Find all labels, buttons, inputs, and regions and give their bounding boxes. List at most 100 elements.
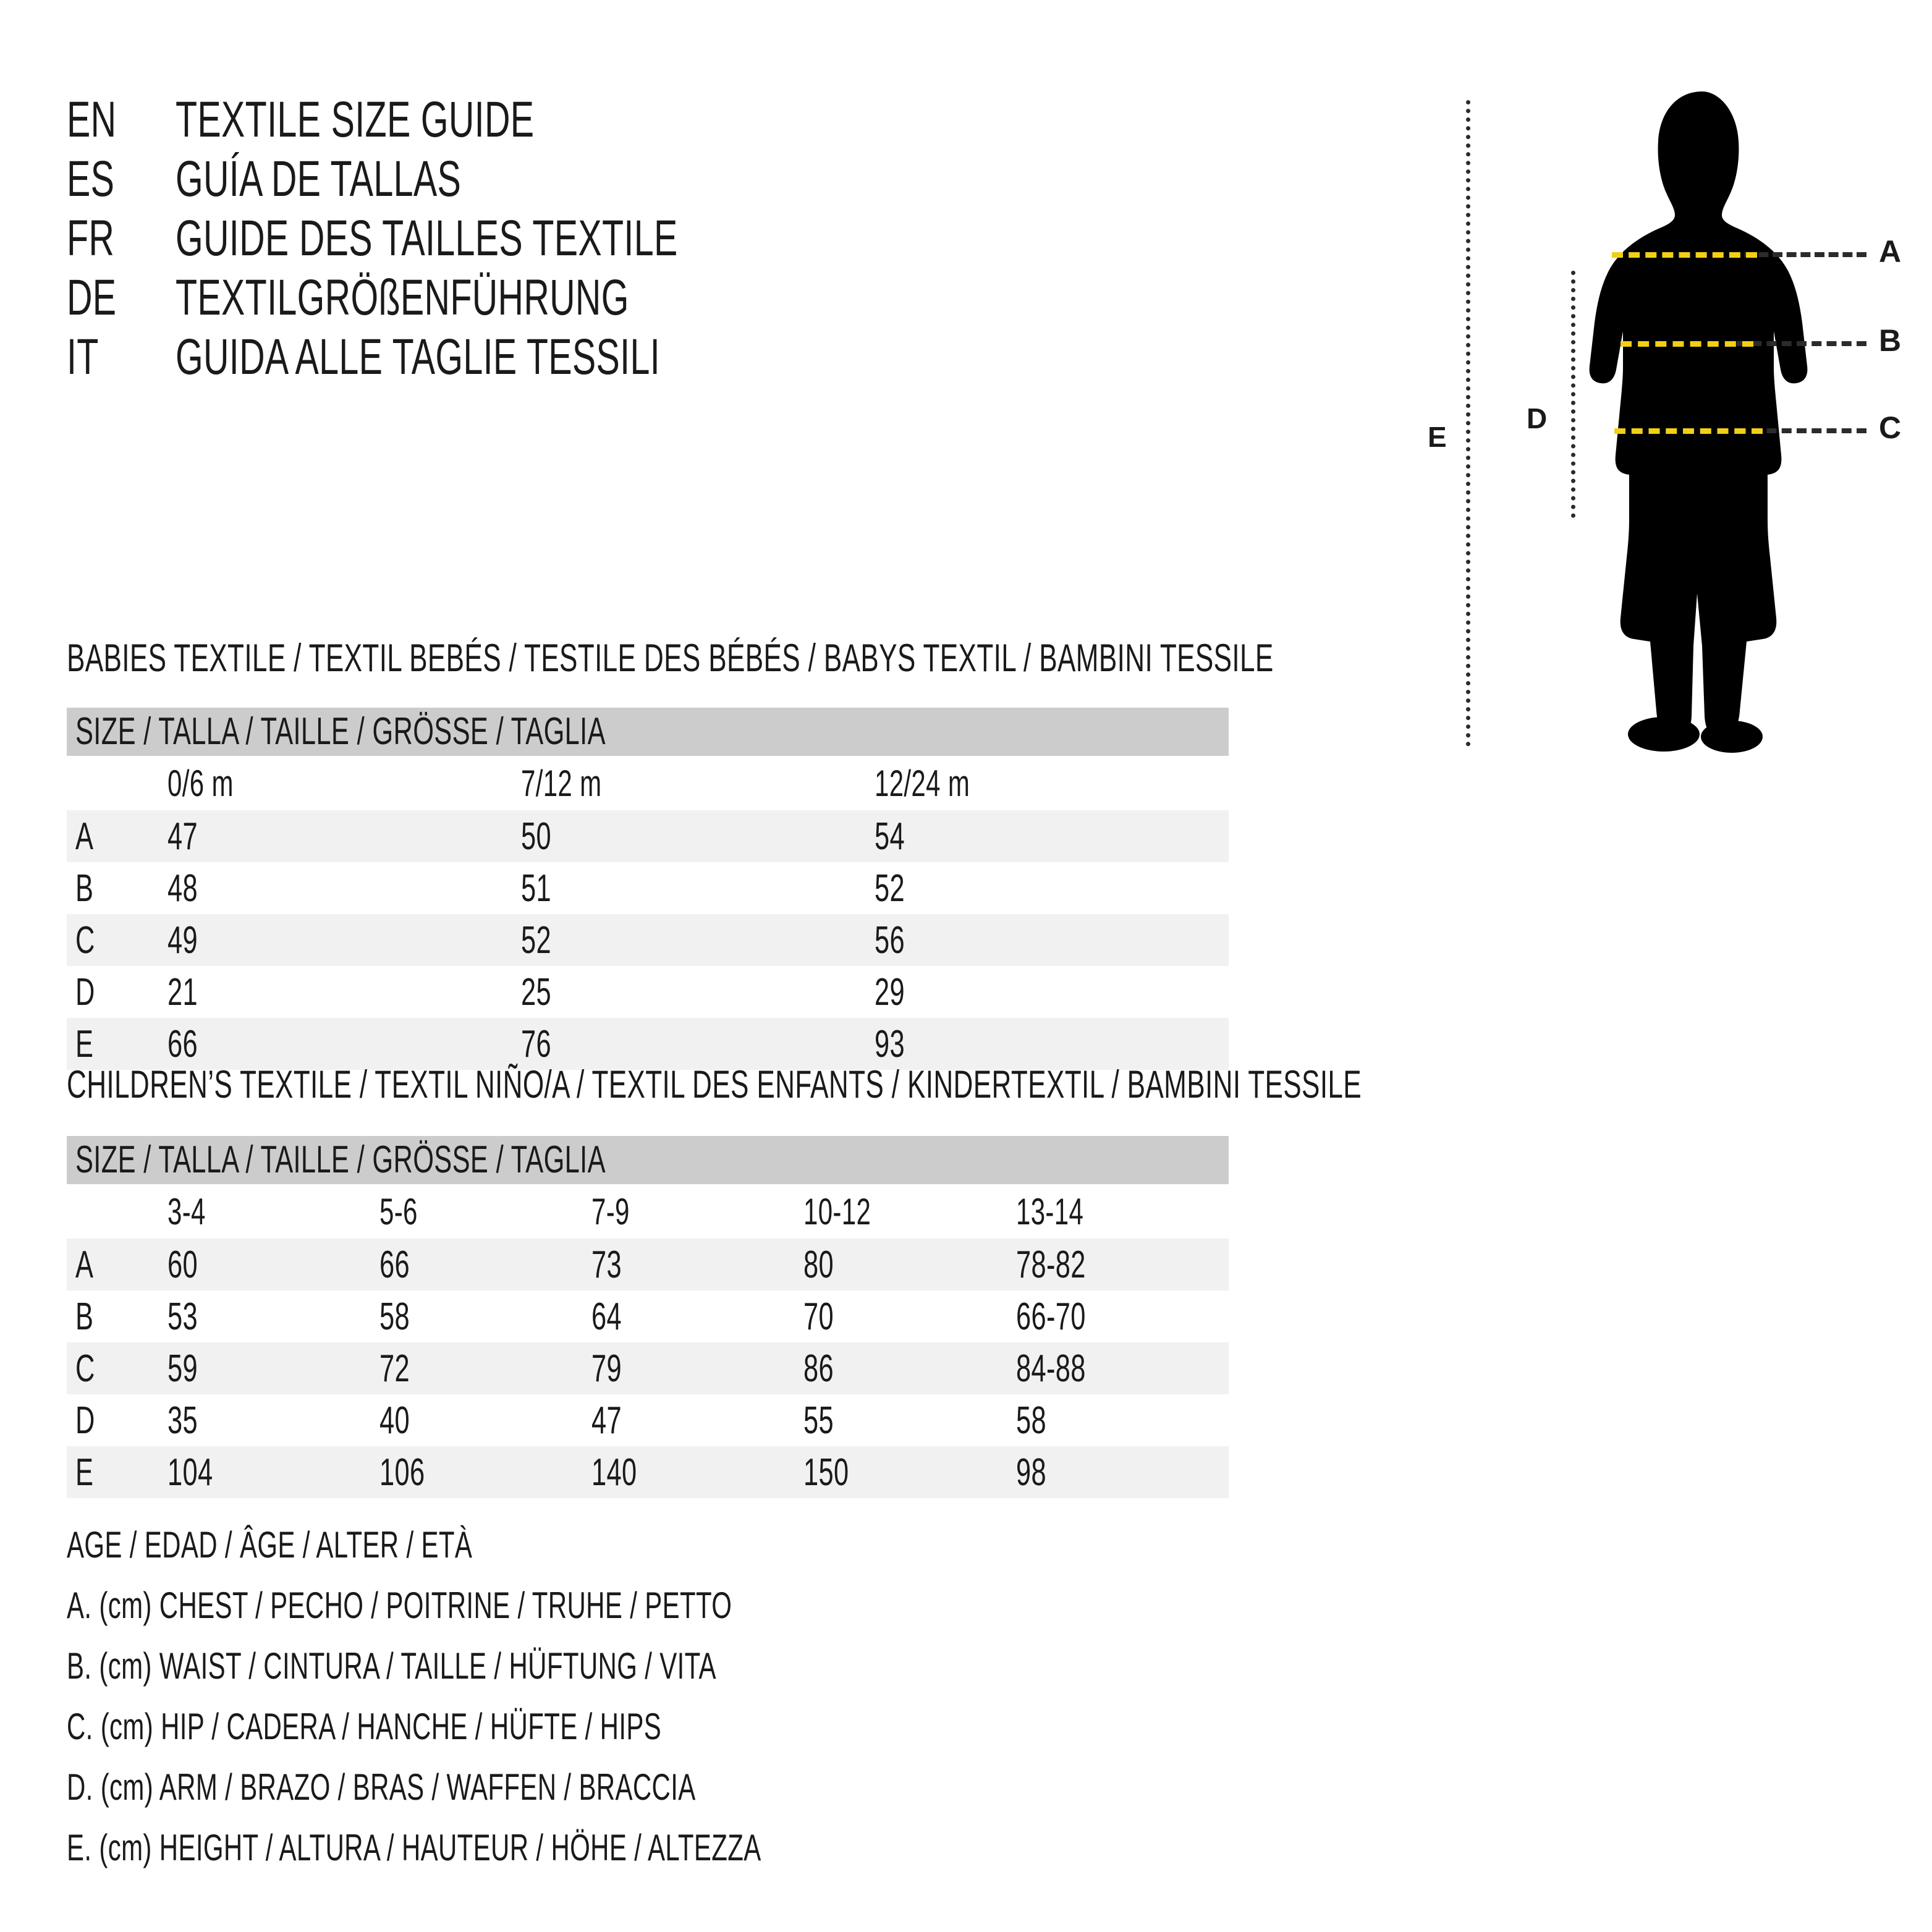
table-cell: 59 — [167, 1342, 379, 1394]
column-header-corner — [67, 1184, 167, 1239]
waist-measure-line — [1621, 341, 1753, 347]
table-cell-text: 59 — [167, 1347, 198, 1390]
language-code: IT — [67, 330, 176, 384]
table-cell-text: 84-88 — [1016, 1347, 1086, 1390]
table-row: D 35 40 47 55 58 — [67, 1394, 1229, 1446]
children-table-header-bar: SIZE / TALLA / TAILLE / GRÖSSE / TAGLIA — [67, 1136, 1229, 1184]
table-cell: 58 — [1016, 1394, 1229, 1446]
table-cell-text: 66 — [167, 1022, 198, 1066]
table-cell-text: 47 — [591, 1399, 622, 1442]
table-cell: 104 — [167, 1446, 379, 1498]
figure-label-b: B — [1879, 323, 1902, 358]
babies-table-body: SIZE / TALLA / TAILLE / GRÖSSE / TAGLIA 0… — [67, 708, 1229, 1070]
column-header-text: 0/6 m — [167, 762, 234, 804]
table-cell: 73 — [591, 1239, 804, 1290]
measurement-legend: AGE / EDAD / ÂGE / ALTER / ETÀ A. (cm) CH… — [67, 1527, 1303, 1890]
table-cell-text: 56 — [875, 918, 905, 962]
language-title: GUIDA ALLE TAGLIE TESSILI — [176, 330, 868, 384]
table-cell-text: 51 — [521, 866, 551, 910]
table-cell: 86 — [803, 1342, 1017, 1394]
table-cell-text: 48 — [167, 866, 198, 910]
table-cell: 78-82 — [1016, 1239, 1229, 1290]
table-cell-text: 98 — [1016, 1451, 1047, 1494]
table-cell-text: 49 — [167, 918, 198, 962]
table-row: D 21 25 29 — [67, 966, 1229, 1018]
table-cell: 140 — [591, 1446, 804, 1498]
children-size-table: SIZE / TALLA / TAILLE / GRÖSSE / TAGLIA 3… — [67, 1136, 1229, 1498]
language-code: EN — [67, 93, 176, 147]
table-cell: 51 — [521, 862, 875, 914]
table-cell-text: 106 — [379, 1451, 425, 1494]
language-code-text: EN — [67, 91, 117, 148]
babies-table-header-bar: SIZE / TALLA / TAILLE / GRÖSSE / TAGLIA — [67, 708, 1229, 756]
table-cell-text: 66-70 — [1016, 1295, 1086, 1338]
language-title-text: GUIDE DES TAILLES TEXTILE — [176, 210, 678, 266]
table-cell-text: 53 — [167, 1295, 198, 1338]
table-cell: 106 — [379, 1446, 592, 1498]
row-key-text: C — [75, 918, 95, 962]
table-cell: 64 — [591, 1290, 804, 1342]
table-cell: 40 — [379, 1394, 592, 1446]
language-row-es: ES GUÍA DE TALLAS — [67, 152, 932, 211]
children-section-title-text: CHILDREN’S TEXTILE / TEXTIL NIÑO/A / TEX… — [67, 1063, 1362, 1106]
figure-label-c: C — [1879, 410, 1902, 445]
row-key-cell: D — [67, 966, 167, 1018]
language-code-text: FR — [67, 210, 115, 266]
language-row-de: DE TEXTILGRÖßENFÜHRUNG — [67, 271, 932, 330]
legend-line: A. (cm) CHEST / PECHO / POITRINE / TRUHE… — [67, 1587, 1303, 1648]
table-cell: 58 — [379, 1290, 592, 1342]
legend-line: C. (cm) HIP / CADERA / HANCHE / HÜFTE / … — [67, 1708, 1303, 1769]
chest-leader-line — [1731, 252, 1866, 257]
children-table-body: SIZE / TALLA / TAILLE / GRÖSSE / TAGLIA 3… — [67, 1136, 1229, 1498]
column-header-text: 12/24 m — [875, 762, 970, 804]
table-cell-text: 78-82 — [1016, 1243, 1086, 1286]
table-cell: 76 — [521, 1018, 875, 1070]
legend-line: E. (cm) HEIGHT / ALTURA / HAUTEUR / HÖHE… — [67, 1829, 1303, 1890]
table-cell-text: 52 — [521, 918, 551, 962]
column-header-corner — [67, 756, 167, 810]
table-cell-text: 55 — [803, 1399, 834, 1442]
table-cell: 25 — [521, 966, 875, 1018]
row-key-cell: C — [67, 1342, 167, 1394]
table-cell: 52 — [521, 914, 875, 966]
row-key-text: B — [75, 866, 94, 910]
legend-line: D. (cm) ARM / BRAZO / BRAS / WAFFEN / BR… — [67, 1769, 1303, 1829]
table-cell-text: 64 — [591, 1295, 622, 1338]
table-row: E 66 76 93 — [67, 1018, 1229, 1070]
row-key-text: D — [75, 970, 95, 1014]
table-cell: 66 — [167, 1018, 521, 1070]
table-row: A 60 66 73 80 78-82 — [67, 1239, 1229, 1290]
legend-line-text: AGE / EDAD / ÂGE / ALTER / ETÀ — [67, 1524, 473, 1566]
language-code-text: IT — [67, 329, 99, 385]
table-cell-text: 86 — [803, 1347, 834, 1390]
measurement-figure-panel: E D A B C — [1415, 87, 1904, 779]
language-code-text: ES — [67, 151, 115, 207]
table-cell: 150 — [803, 1446, 1017, 1498]
babies-section-title: BABIES TEXTILE / TEXTIL BEBÉS / TESTILE … — [67, 638, 1791, 679]
table-row: B 53 58 64 70 66-70 — [67, 1290, 1229, 1342]
column-header-cell: 10-12 — [803, 1184, 1017, 1239]
column-header-cell: 5-6 — [379, 1184, 592, 1239]
table-cell-text: 40 — [379, 1399, 410, 1442]
table-cell-text: 25 — [521, 970, 551, 1014]
column-header-text: 10-12 — [803, 1190, 871, 1232]
table-cell-text: 80 — [803, 1243, 834, 1286]
table-cell: 70 — [803, 1290, 1017, 1342]
row-key-cell: A — [67, 1239, 167, 1290]
language-row-it: IT GUIDA ALLE TAGLIE TESSILI — [67, 330, 932, 389]
row-key-text: D — [75, 1399, 95, 1442]
table-row: C 59 72 79 86 84-88 — [67, 1342, 1229, 1394]
table-cell-text: 150 — [803, 1451, 849, 1494]
table-cell: 66-70 — [1016, 1290, 1229, 1342]
table-row: A 47 50 54 — [67, 810, 1229, 862]
arm-guide-line-d — [1571, 271, 1575, 518]
table-row: C 49 52 56 — [67, 914, 1229, 966]
row-key-cell: B — [67, 1290, 167, 1342]
table-cell-text: 29 — [875, 970, 905, 1014]
table-cell-text: 50 — [521, 815, 551, 858]
table-cell-text: 73 — [591, 1243, 622, 1286]
table-cell: 29 — [875, 966, 1229, 1018]
table-cell-text: 60 — [167, 1243, 198, 1286]
babies-table-header-text: SIZE / TALLA / TAILLE / GRÖSSE / TAGLIA — [75, 710, 606, 753]
hip-measure-line — [1614, 428, 1763, 434]
